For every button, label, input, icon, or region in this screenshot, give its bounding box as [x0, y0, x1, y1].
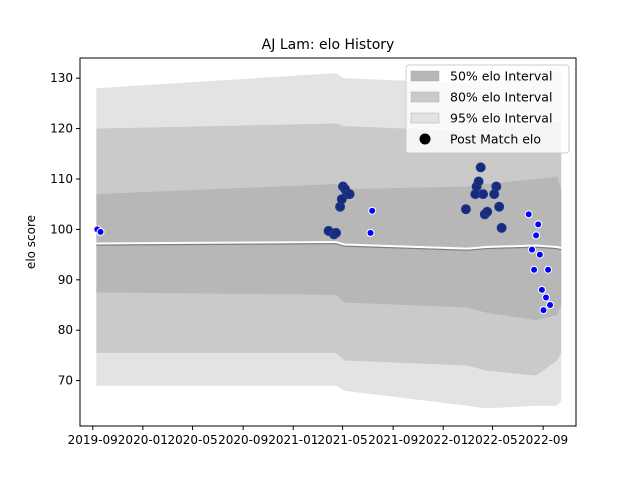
y-axis-label: elo score — [24, 215, 38, 269]
post-match-elo-point — [491, 181, 502, 192]
x-tick-label: 2022-09 — [518, 433, 568, 447]
post-match-elo-point — [535, 250, 544, 259]
legend-swatch — [410, 91, 440, 103]
post-match-elo-point — [532, 231, 541, 240]
post-match-elo-point — [482, 206, 493, 217]
post-match-elo-point — [494, 201, 505, 212]
legend-label: 50% elo Interval — [450, 69, 552, 84]
post-match-elo-point — [331, 227, 341, 238]
x-tick-label: 2020-09 — [218, 433, 268, 447]
post-match-elo-point — [542, 293, 550, 302]
post-match-elo-point — [528, 245, 536, 254]
legend-label: 80% elo Interval — [450, 90, 552, 105]
axis-ticks: 2019-09 2020-01 2020-05 2020-09 2021-01 2021-… — [50, 71, 568, 447]
y-tick-label: 90 — [58, 273, 73, 287]
post-match-elo-point — [460, 204, 471, 215]
post-match-elo-point — [496, 222, 507, 233]
y-tick-label: 110 — [50, 172, 73, 186]
mean-elo-line — [96, 242, 562, 251]
x-tick-label: 2021-01 — [268, 433, 318, 447]
post-match-elo-point — [475, 162, 486, 173]
y-tick-label: 120 — [50, 122, 73, 136]
median-elo-line — [96, 240, 562, 250]
legend-box — [405, 64, 570, 154]
y-tick-label: 100 — [50, 222, 73, 236]
legend-label: Post Match elo — [450, 132, 541, 147]
post-match-elo-point — [537, 285, 546, 294]
post-match-elo-point — [366, 228, 375, 237]
post-match-elo-point — [96, 227, 105, 236]
post-match-elo-point — [539, 306, 548, 315]
band-50-interval — [96, 176, 562, 321]
post-match-elo-point — [473, 176, 484, 187]
post-match-elo-point — [524, 210, 533, 219]
x-tick-label: 2022-01 — [418, 433, 468, 447]
x-tick-label: 2022-05 — [468, 433, 518, 447]
x-tick-label: 2019-09 — [68, 433, 118, 447]
legend-swatch — [410, 112, 440, 124]
post-match-elo-point — [368, 206, 377, 215]
post-match-elo-point — [534, 220, 543, 229]
post-match-elo-point — [344, 189, 355, 200]
post-match-elo-point — [544, 265, 553, 274]
legend: 50% elo Interval 80% elo Interval 95% elo … — [405, 64, 570, 154]
axes-frame — [79, 57, 577, 427]
x-tick-label: 2020-01 — [118, 433, 168, 447]
legend-swatch — [410, 70, 440, 82]
y-tick-label: 80 — [58, 323, 73, 337]
post-match-elo-point — [478, 189, 489, 200]
chart-title: AJ Lam: elo History — [262, 37, 395, 53]
x-tick-label: 2020-05 — [168, 433, 218, 447]
y-tick-label: 130 — [50, 71, 73, 85]
legend-marker — [419, 133, 431, 145]
legend-label: 95% elo Interval — [450, 111, 552, 126]
post-match-elo-point — [546, 301, 555, 309]
x-tick-label: 2021-09 — [368, 433, 418, 447]
y-tick-label: 70 — [58, 374, 73, 388]
post-match-elo-point — [530, 265, 539, 274]
x-tick-label: 2021-05 — [318, 433, 368, 447]
